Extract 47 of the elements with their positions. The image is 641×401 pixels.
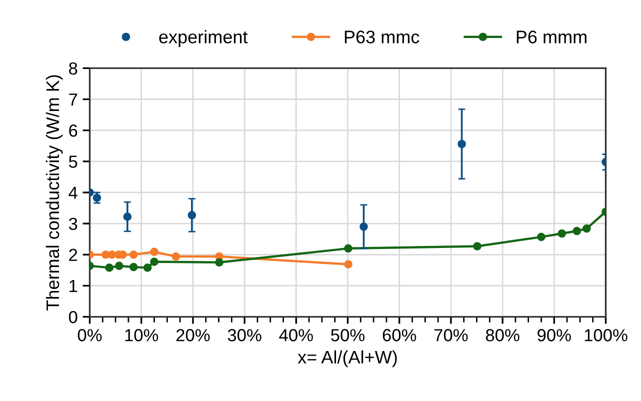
y-tick-label: 3 xyxy=(68,218,78,230)
legend-label: P63 mmc xyxy=(344,30,420,44)
point xyxy=(558,229,566,238)
point xyxy=(150,248,158,256)
x-tick-label: 0% xyxy=(78,329,102,342)
point xyxy=(572,226,582,236)
x-tick-label: 90% xyxy=(538,329,571,342)
point xyxy=(360,222,368,231)
legend-label: P6 mmm xyxy=(516,30,586,44)
point xyxy=(129,250,138,259)
x-tick-label: 80% xyxy=(486,329,520,342)
y-tick-label: 5 xyxy=(68,156,78,168)
point xyxy=(105,264,114,272)
point xyxy=(215,258,224,267)
point xyxy=(473,242,482,250)
point xyxy=(344,260,352,268)
point xyxy=(123,212,132,221)
x-tick-label: 70% xyxy=(434,329,468,342)
x-tick-label: 10% xyxy=(125,329,158,342)
point xyxy=(114,262,124,270)
x-tick-label: 100% xyxy=(584,329,628,342)
point xyxy=(108,250,116,259)
point xyxy=(582,224,591,233)
legend-label: experiment xyxy=(159,30,248,47)
point xyxy=(172,252,180,261)
point xyxy=(537,232,546,242)
point xyxy=(344,244,352,253)
y-tick-label: 7 xyxy=(69,94,78,106)
point xyxy=(188,211,196,220)
x-axis-title: x= Al/(Al+W) xyxy=(298,350,397,368)
point xyxy=(143,264,152,272)
x-tick-label: 60% xyxy=(382,329,416,342)
y-tick-label: 4 xyxy=(68,186,78,199)
x-tick-label: 40% xyxy=(279,329,313,342)
y-tick-label: 2 xyxy=(69,248,78,261)
point xyxy=(92,194,102,202)
y-axis-title: Thermal conductivity (W/m K) xyxy=(46,75,63,310)
point xyxy=(458,140,466,148)
y-tick-label: 1 xyxy=(70,280,78,292)
y-tick-label: 0 xyxy=(68,310,78,324)
y-tick-label: 8 xyxy=(69,62,78,75)
x-tick-label: 30% xyxy=(228,329,262,342)
x-tick-label: 50% xyxy=(331,329,364,342)
x-tick-label: 20% xyxy=(176,329,210,342)
point xyxy=(129,262,138,272)
y-tick-label: 6 xyxy=(69,124,78,137)
point xyxy=(150,258,158,266)
